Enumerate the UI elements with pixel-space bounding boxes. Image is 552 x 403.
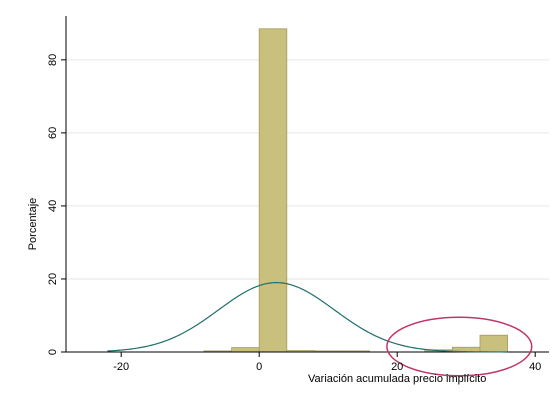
x-axis-ticks: -20 0 20 40: [113, 352, 541, 373]
x-tick-label: 40: [529, 361, 541, 373]
y-tick-label: 60: [47, 127, 59, 139]
histogram-bar: [231, 347, 260, 353]
histogram-bars: [203, 28, 509, 353]
x-axis-title: Variación acumulada precio implícito: [308, 373, 486, 385]
y-axis-title: Porcentaje: [27, 198, 39, 251]
histogram-bar: [479, 334, 509, 353]
normal-density-curve: [107, 282, 508, 353]
x-tick-label: 20: [391, 361, 403, 373]
x-tick-label: 0: [256, 361, 262, 373]
y-tick-label: 40: [47, 200, 59, 212]
highlight-ellipse: [386, 316, 533, 377]
y-tick-label: 0: [47, 349, 59, 355]
axes: [65, 16, 549, 353]
histogram-bar: [258, 28, 288, 353]
y-tick-label: 80: [47, 54, 59, 66]
y-axis-ticks: 0 20 40 60 80: [47, 54, 66, 355]
x-tick-label: -20: [113, 361, 129, 373]
y-tick-label: 20: [47, 273, 59, 285]
grid-lines: [66, 59, 549, 280]
